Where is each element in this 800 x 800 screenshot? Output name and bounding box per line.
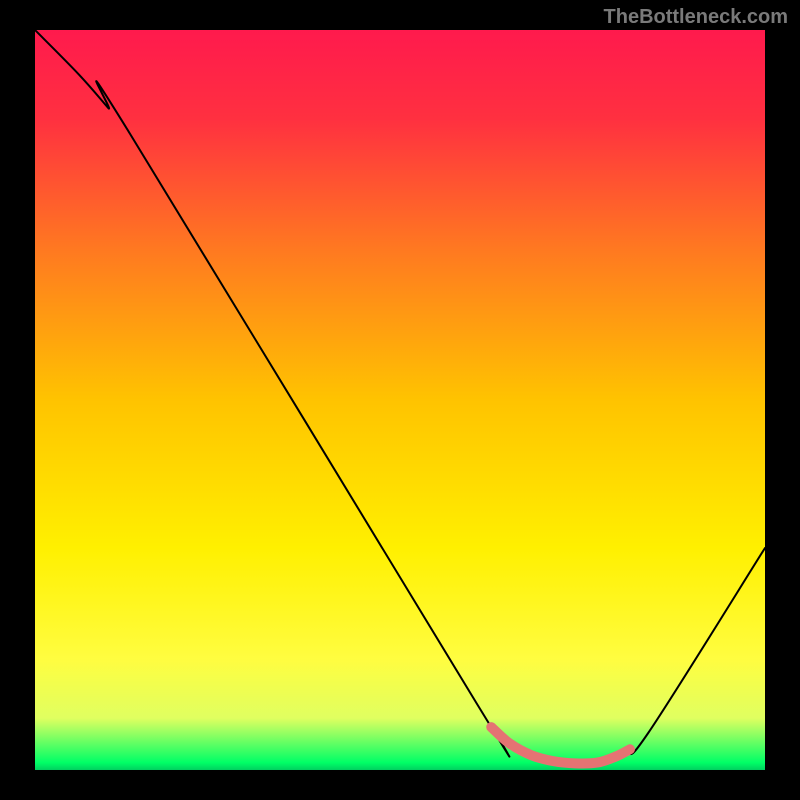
plot-area — [35, 30, 765, 770]
chart-outer: TheBottleneck.com — [0, 0, 800, 800]
watermark-text: TheBottleneck.com — [604, 6, 788, 29]
plot-svg — [35, 30, 765, 770]
gradient-background — [35, 30, 765, 770]
